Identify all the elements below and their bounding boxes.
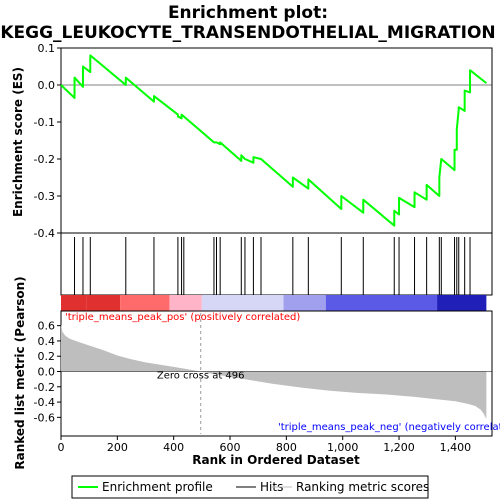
legend-enrichment-label: Enrichment profile <box>102 480 213 494</box>
heat-band-segment <box>120 295 170 311</box>
x-tick-label: 800 <box>276 441 297 454</box>
metric-panel: Zero cross at 496 'triple_means_peak_pos… <box>13 276 500 469</box>
heat-band-segment <box>86 295 121 311</box>
metric-y-tick-label: -0.4 <box>34 396 55 409</box>
heat-band-segment <box>201 295 284 311</box>
heat-band-segment <box>437 295 487 311</box>
metric-y-tick-label: 0.0 <box>38 366 56 379</box>
x-tick-label: 1,200 <box>383 441 415 454</box>
heat-band-segment <box>169 295 202 311</box>
es-y-tick-label: 0.0 <box>38 79 56 92</box>
heat-band-segment <box>283 295 326 311</box>
metric-y-tick-label: 0.2 <box>38 350 56 363</box>
hit-marks <box>74 237 471 295</box>
es-y-tick-label: -0.1 <box>34 116 55 129</box>
metric-y-tick-label: -0.6 <box>34 411 55 424</box>
es-y-tick-label: 0.1 <box>38 42 56 55</box>
es-panel-frame <box>60 47 493 234</box>
x-tick-label: 200 <box>107 441 128 454</box>
ranking-heat-band <box>61 295 487 311</box>
heat-band-segment <box>61 295 87 311</box>
metric-y-axis-label: Ranked list metric (Pearson) <box>13 276 27 469</box>
chart-title-line1: Enrichment plot: <box>168 3 328 23</box>
x-tick-label: 400 <box>163 441 184 454</box>
metric-y-tick-label: 0.6 <box>38 320 56 333</box>
legend-metric-label: Ranking metric scores <box>296 480 429 494</box>
x-tick-label: 1,400 <box>440 441 472 454</box>
hits-panel-frame <box>60 232 493 296</box>
hits-panel <box>60 232 493 296</box>
legend-hits-label: Hits <box>260 480 283 494</box>
es-y-tick-label: -0.2 <box>34 153 55 166</box>
es-y-tick-label: -0.3 <box>34 190 55 203</box>
x-axis-label: Rank in Ordered Dataset <box>192 453 360 467</box>
es-panel: 0.1 0.0 -0.1 -0.2 -0.3 -0.4 Enrichment score … <box>11 42 493 240</box>
legend: Enrichment profile Hits Ranking metric s… <box>71 475 429 499</box>
es-y-ticks: 0.1 0.0 -0.1 -0.2 -0.3 -0.4 <box>34 42 61 240</box>
heat-band-segment <box>325 295 438 311</box>
chart-title-line2: KEGG_LEUKOCYTE_TRANSENDOTHELIAL_MIGRATIO… <box>0 23 495 43</box>
x-tick-label: 0 <box>58 441 65 454</box>
es-y-tick-label: -0.4 <box>34 227 55 240</box>
zero-cross-label: Zero cross at 496 <box>157 371 245 382</box>
x-tick-label: 600 <box>220 441 241 454</box>
enrichment-profile-line <box>60 54 487 227</box>
negative-correlation-label: 'triple_means_peak_neg' (negatively corr… <box>278 422 500 433</box>
metric-y-ticks: 0.6 0.4 0.2 0.0 -0.2 -0.4 -0.6 <box>34 320 61 424</box>
metric-y-tick-label: 0.4 <box>38 335 56 348</box>
x-axis-ticks: 0 200 400 600 800 1,000 1,200 1,400 <box>58 436 472 454</box>
es-y-axis-label: Enrichment score (ES) <box>11 67 25 217</box>
positive-correlation-label: 'triple_means_peak_pos' (positively corr… <box>65 312 300 323</box>
metric-y-tick-label: -0.2 <box>34 381 55 394</box>
x-tick-label: 1,000 <box>327 441 359 454</box>
